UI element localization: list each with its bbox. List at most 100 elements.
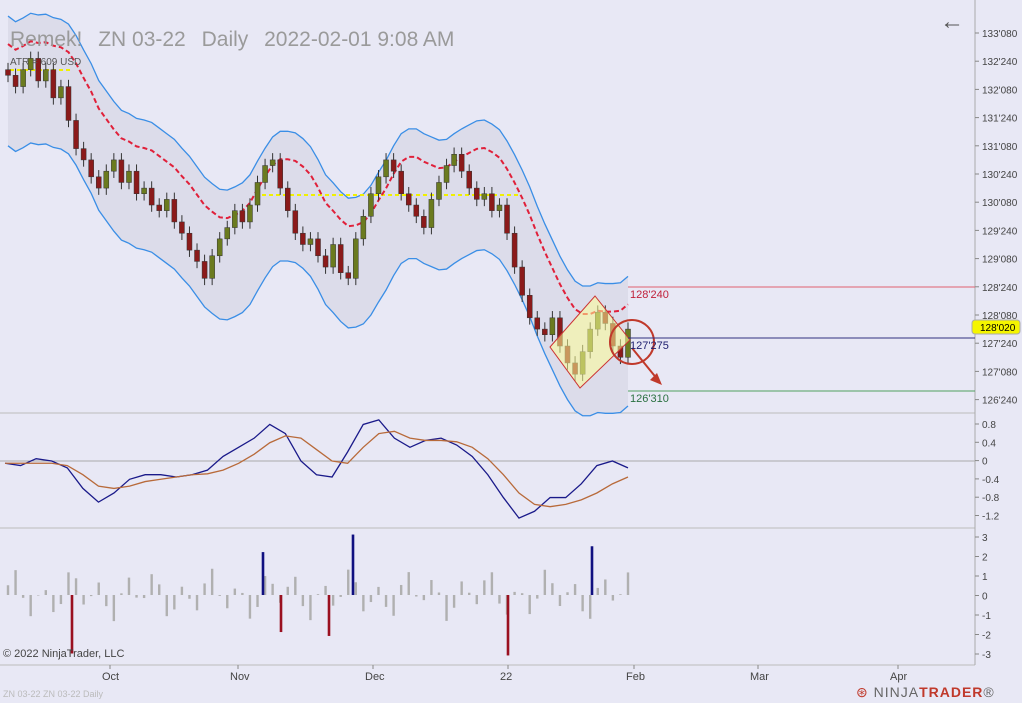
candle-body (50, 69, 57, 99)
hist-bar (309, 595, 312, 621)
candle-body (148, 187, 155, 206)
macd-tick-label: 0.4 (982, 438, 996, 449)
level-label-target: 128'240 (630, 289, 669, 301)
hist-bar (127, 577, 131, 595)
candle-body (194, 249, 200, 262)
candle-body (126, 170, 132, 183)
hist-bar (437, 592, 441, 595)
hist-bar (218, 595, 221, 596)
hist-bar (248, 595, 252, 619)
candle-body (292, 210, 299, 234)
hist-bar (347, 569, 350, 595)
candle-body (428, 199, 435, 228)
macd-series-line (5, 430, 629, 508)
hist-bar (256, 595, 259, 607)
hist-bar (188, 595, 191, 599)
candle-body (262, 165, 268, 183)
hist-bar (301, 595, 305, 607)
hist-bar (415, 595, 418, 597)
candle-body (95, 176, 102, 189)
candle-body (375, 176, 382, 194)
price-tick-label: 132'080 (982, 85, 1018, 96)
candle-body (239, 210, 246, 223)
signal-arrow-head (650, 373, 662, 385)
hist-bar (407, 572, 410, 595)
hist-bar (528, 595, 531, 615)
candle-body (58, 86, 64, 99)
candle-body (156, 204, 162, 211)
candle-body (405, 193, 412, 206)
candle-body (383, 159, 389, 178)
atr-label: ATR = 609 USD (10, 57, 82, 68)
hist-bar (619, 594, 622, 595)
price-tick-label: 127'240 (982, 339, 1018, 350)
hist-bar (150, 574, 153, 595)
signal-circle (609, 319, 655, 365)
hist-bar (105, 595, 108, 607)
hist-bar (331, 595, 335, 606)
hist-signal-bar (70, 595, 74, 654)
price-tick-label: 133'080 (982, 29, 1018, 40)
candle-body (27, 58, 34, 70)
candle-body (133, 170, 140, 194)
ninjatrader-logo: ⊛ NINJATRADER® (856, 684, 995, 700)
price-tick-label: 129'240 (982, 226, 1018, 237)
hist-bar (430, 580, 433, 595)
hist-bar (399, 584, 403, 595)
hist-bar (158, 584, 161, 595)
price-tick-label: 131'080 (982, 142, 1018, 153)
price-tick-label: 126'240 (982, 396, 1018, 407)
candle-body (201, 261, 208, 279)
candle-body (43, 69, 49, 82)
hist-bar (384, 595, 388, 607)
hist-tick-label: -2 (982, 631, 991, 642)
instrument-label: ZN 03-22 (98, 28, 186, 51)
candle-body (80, 148, 87, 161)
hist-bar (21, 595, 25, 598)
hist-bar (573, 584, 577, 595)
hist-bar (14, 570, 17, 595)
candle-body (111, 159, 117, 172)
candle-body (458, 154, 465, 172)
hist-signal-bar (279, 595, 283, 633)
candle-body (307, 238, 314, 245)
hist-bar (37, 595, 40, 596)
candle-body (549, 317, 556, 335)
hist-bar (97, 582, 100, 595)
time-tick-label: Oct (102, 671, 119, 683)
hist-bar (195, 595, 199, 611)
hist-bar (369, 595, 373, 603)
hist-bar (604, 579, 607, 595)
hist-bar (226, 595, 229, 609)
level-label-entry: 127'275 (630, 340, 669, 352)
candle-body (65, 86, 72, 121)
time-tick-label: Nov (230, 671, 250, 683)
hist-signal-bar (327, 595, 331, 636)
candle-body (519, 266, 525, 296)
hist-bar (475, 595, 478, 605)
candle-body (413, 204, 420, 217)
candle-body (330, 244, 336, 268)
candle-body (20, 69, 26, 87)
hist-bar (210, 568, 214, 595)
hist-bar (241, 592, 244, 595)
candle-body (466, 170, 472, 189)
time-tick-label: 22 (500, 671, 512, 683)
hist-bar (354, 582, 358, 595)
price-tick-label: 130'240 (982, 170, 1018, 181)
hist-bar (520, 593, 524, 595)
hist-bar (513, 591, 516, 595)
hist-bar (263, 576, 267, 595)
hist-bar (362, 595, 365, 612)
hist-bar (74, 578, 78, 595)
candle-body (164, 199, 170, 211)
back-arrow-icon[interactable]: ← (940, 8, 964, 35)
hist-bar (203, 583, 206, 595)
candle-body (224, 227, 231, 240)
price-tick-label: 131'240 (982, 114, 1018, 125)
candle-body (88, 159, 94, 178)
candle-body (118, 159, 125, 183)
hist-bar (422, 595, 426, 601)
candle-body (534, 317, 541, 330)
hist-bar (44, 590, 48, 595)
